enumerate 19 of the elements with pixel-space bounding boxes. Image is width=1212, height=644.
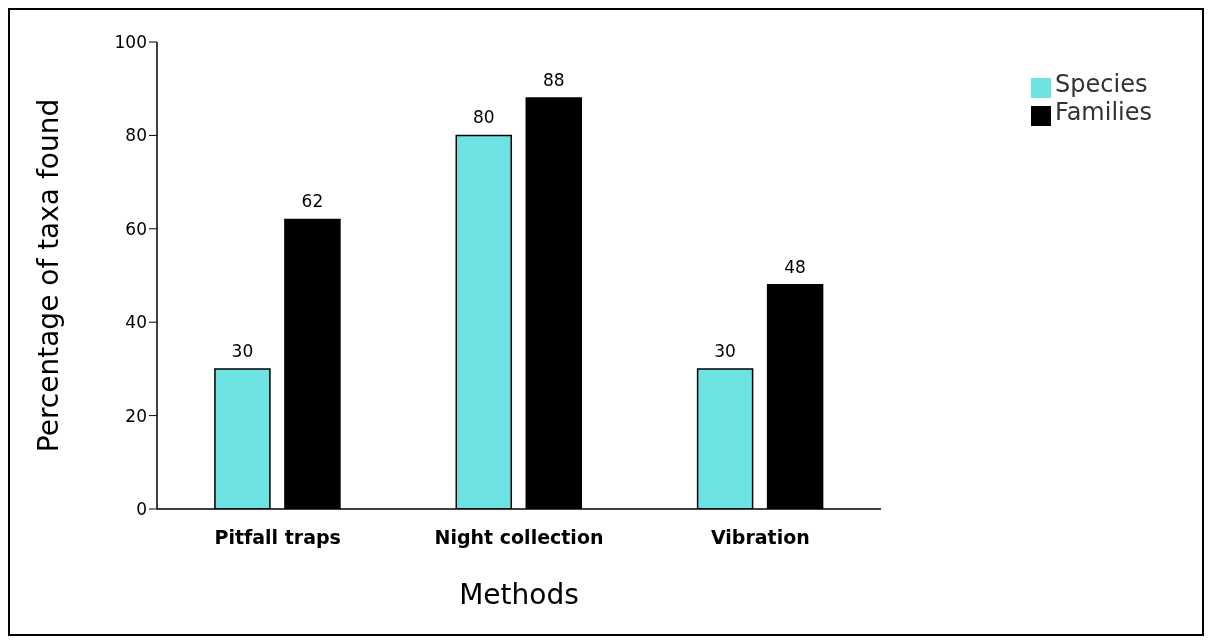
y-tick-label: 60 xyxy=(125,218,147,239)
legend-label: Families xyxy=(1055,98,1152,126)
data-label: 80 xyxy=(472,107,495,128)
y-axis-title: Percentage of taxa found xyxy=(31,98,65,453)
y-tick-label: 0 xyxy=(136,499,147,520)
y-tick-label: 80 xyxy=(125,125,147,146)
legend-label: Species xyxy=(1055,70,1148,98)
data-label: 30 xyxy=(231,340,254,361)
data-label: 30 xyxy=(714,340,736,361)
y-tick-label: 20 xyxy=(125,405,147,426)
data-label: 48 xyxy=(784,256,806,277)
y-tick-label: 40 xyxy=(125,312,147,333)
x-tick-label: Pitfall traps xyxy=(214,526,341,549)
x-axis-title: Methods xyxy=(459,578,579,611)
x-tick-label: Vibration xyxy=(710,526,810,549)
y-tick-label: 100 xyxy=(114,32,147,53)
data-label: 62 xyxy=(301,191,324,212)
x-tick-label: Night collection xyxy=(434,526,604,549)
data-label: 88 xyxy=(542,70,565,91)
